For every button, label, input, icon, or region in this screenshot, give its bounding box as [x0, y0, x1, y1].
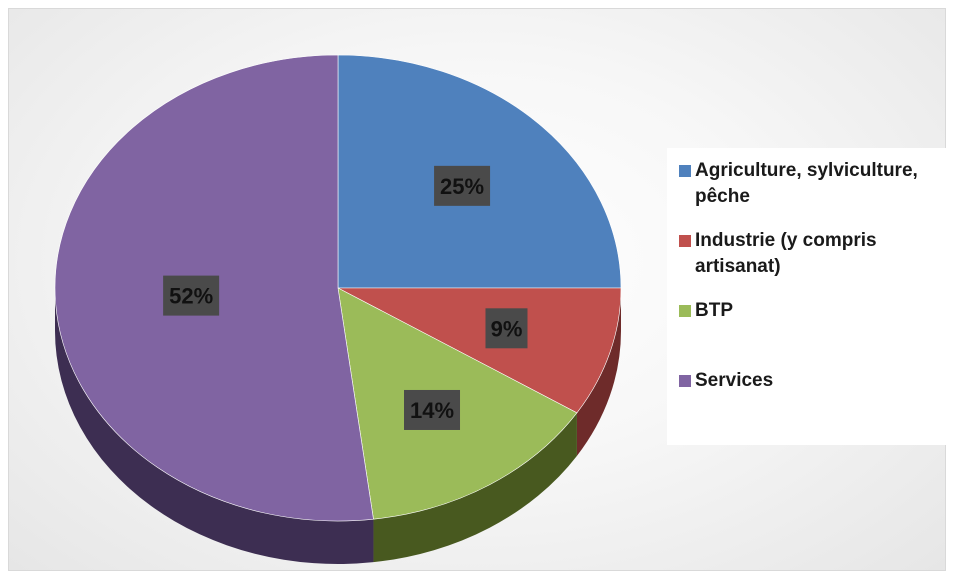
- legend-label-agriculture: Agriculture, sylviculture, pêche: [695, 160, 918, 207]
- legend-swatch-services: [679, 375, 691, 387]
- data-label-text-industrie: 9%: [491, 316, 523, 341]
- data-labels: 25% 9% 14% 52%: [163, 165, 528, 430]
- data-label-box-services: [163, 275, 220, 316]
- pie-side-industrie: [576, 288, 621, 456]
- data-label-agriculture: 25%: [434, 165, 491, 206]
- legend: Agriculture, sylviculture, pêche Industr…: [667, 148, 954, 445]
- legend-label-btp: BTP: [695, 300, 733, 321]
- data-label-text-agriculture: 25%: [440, 174, 484, 199]
- legend-label-industrie: Industrie (y compris artisanat): [695, 230, 877, 277]
- legend-swatch-btp: [679, 305, 691, 317]
- data-label-industrie: 9%: [485, 308, 528, 349]
- legend-swatch-agriculture: [679, 165, 691, 177]
- data-label-services: 52%: [163, 275, 220, 316]
- legend-swatch-industrie: [679, 235, 691, 247]
- data-label-btp: 14%: [404, 389, 461, 430]
- pie-side-services: [55, 288, 374, 565]
- pie-slice-industrie: [337, 287, 622, 414]
- data-label-text-btp: 14%: [410, 398, 454, 423]
- pie-sides: [55, 288, 621, 565]
- data-label-box-agriculture: [434, 165, 491, 206]
- pie-slices: [54, 54, 622, 522]
- legend-label-services: Services: [695, 370, 774, 391]
- legend-entry-btp: BTP: [679, 298, 946, 368]
- legend-entry-agriculture: Agriculture, sylviculture, pêche: [679, 158, 946, 228]
- data-label-box-btp: [404, 389, 461, 430]
- data-label-box-industrie: [485, 308, 528, 349]
- legend-entry-services: Services: [679, 368, 946, 394]
- data-label-text-services: 52%: [169, 284, 213, 309]
- pie-side-btp: [373, 412, 577, 563]
- legend-entry-industrie: Industrie (y compris artisanat): [679, 228, 946, 298]
